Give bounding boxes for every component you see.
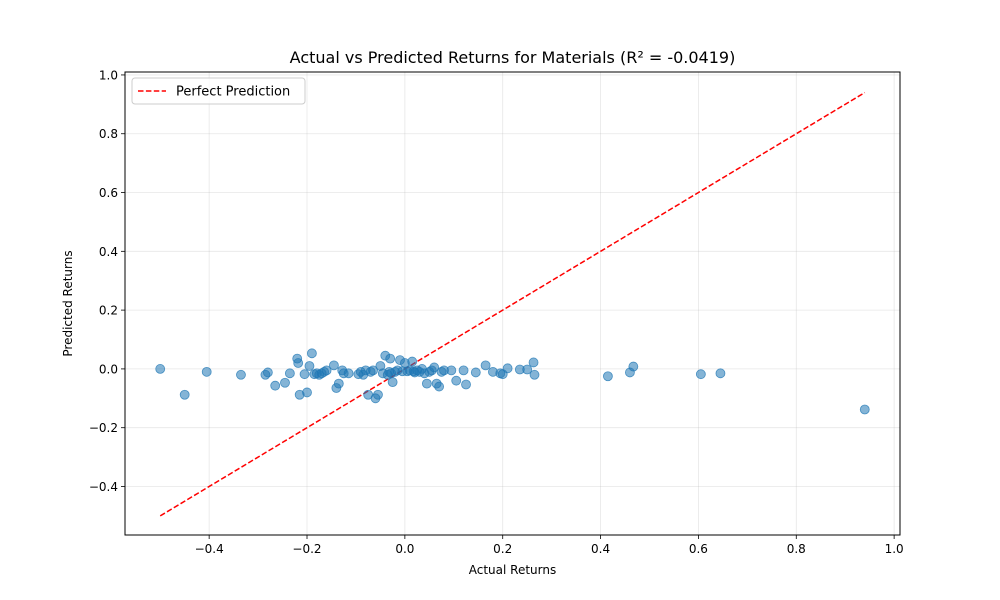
data-points — [155, 348, 870, 415]
x-tick-label: 1.0 — [885, 542, 904, 556]
data-point — [529, 369, 540, 380]
x-tick-label: 0.8 — [787, 542, 806, 556]
y-tick-label: 0.0 — [99, 362, 118, 376]
data-point — [387, 377, 398, 388]
grid — [125, 72, 900, 535]
data-point — [429, 362, 440, 373]
data-point — [458, 365, 469, 376]
data-point — [343, 368, 354, 379]
data-point — [270, 380, 281, 391]
data-point — [333, 378, 344, 389]
data-point — [461, 379, 471, 390]
data-point — [407, 356, 418, 367]
plot-area-frame — [124, 71, 901, 536]
data-point — [451, 375, 462, 386]
data-point — [299, 369, 310, 380]
data-point — [446, 365, 457, 376]
y-tick-label: 0.4 — [99, 245, 118, 259]
data-point — [480, 360, 491, 371]
data-point — [470, 367, 481, 378]
data-point — [293, 358, 304, 368]
data-point — [421, 378, 432, 389]
data-point — [528, 357, 539, 368]
reference-line-layer — [159, 91, 866, 517]
y-tick-label: 0.8 — [99, 127, 118, 141]
data-point — [628, 361, 639, 372]
data-point — [262, 367, 273, 378]
data-point — [155, 364, 166, 374]
x-axis-ticks: −0.4 −0.2 0.0 0.2 0.4 0.6 0.8 1.0 — [195, 535, 904, 556]
chart-title: Actual vs Predicted Returns for Material… — [290, 48, 736, 67]
data-point — [695, 369, 706, 380]
data-point — [284, 368, 295, 379]
perfect-prediction-line — [159, 91, 866, 517]
data-point — [304, 361, 315, 371]
data-point — [859, 404, 870, 415]
y-tick-label: −0.4 — [89, 480, 118, 494]
data-point — [201, 366, 212, 377]
x-tick-label: 0.6 — [689, 542, 708, 556]
data-point — [603, 371, 613, 382]
data-point — [179, 389, 190, 400]
data-point — [502, 363, 513, 374]
x-axis-label: Actual Returns — [469, 563, 556, 577]
y-axis-ticks: −0.4 −0.2 0.0 0.2 0.4 0.6 0.8 1.0 — [89, 68, 125, 494]
y-tick-label: −0.2 — [89, 421, 118, 435]
data-point — [307, 348, 317, 359]
data-point — [522, 364, 533, 375]
x-tick-label: 0.2 — [493, 542, 512, 556]
data-point — [715, 368, 726, 379]
data-point — [321, 365, 332, 376]
y-tick-label: 0.6 — [99, 186, 118, 200]
x-tick-label: −0.4 — [195, 542, 224, 556]
x-tick-label: 0.4 — [591, 542, 610, 556]
x-tick-label: −0.2 — [292, 542, 321, 556]
data-point — [434, 381, 445, 392]
y-axis-label: Predicted Returns — [61, 250, 75, 356]
data-point — [329, 360, 339, 371]
data-point — [302, 387, 312, 398]
y-tick-label: 1.0 — [99, 68, 118, 82]
legend-label: Perfect Prediction — [176, 85, 290, 100]
data-point — [385, 353, 396, 364]
data-point — [280, 377, 290, 388]
legend-box — [131, 77, 306, 105]
data-point — [373, 389, 383, 400]
data-point — [368, 365, 378, 376]
y-tick-label: 0.2 — [99, 304, 118, 318]
x-tick-label: 0.0 — [395, 542, 414, 556]
data-point — [236, 369, 246, 380]
legend: Perfect Prediction — [131, 77, 306, 105]
